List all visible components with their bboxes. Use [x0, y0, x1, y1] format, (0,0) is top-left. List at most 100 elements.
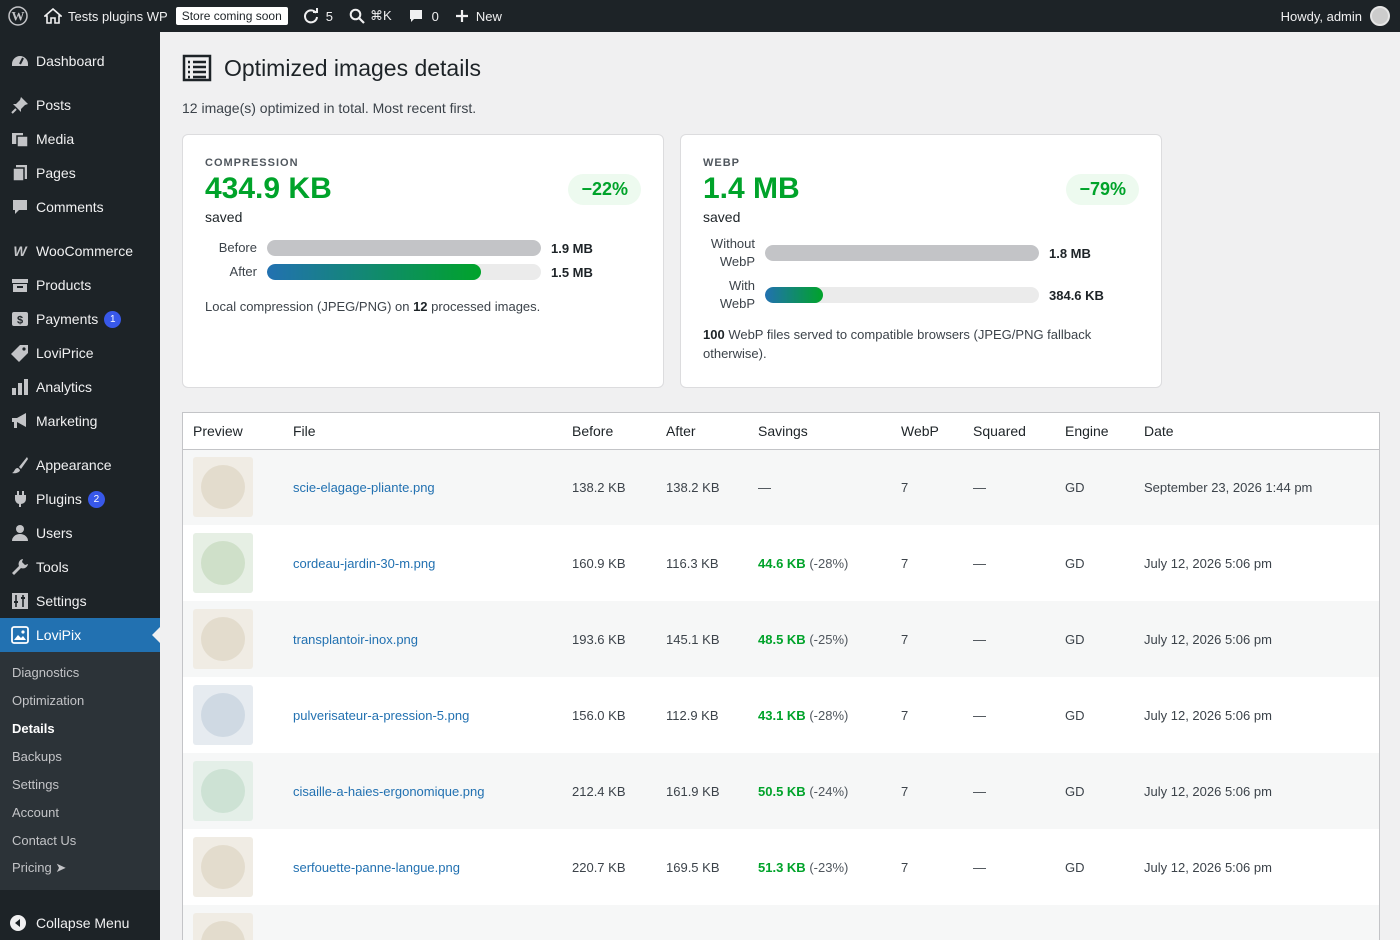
- image-thumbnail[interactable]: [193, 533, 253, 593]
- menu-woocommerce[interactable]: W WooCommerce: [0, 234, 160, 268]
- my-account-link[interactable]: Howdy, admin: [1273, 0, 1400, 32]
- col-preview[interactable]: Preview: [183, 413, 283, 450]
- image-thumbnail[interactable]: [193, 761, 253, 821]
- menu-settings[interactable]: Settings: [0, 584, 160, 618]
- command-search-link[interactable]: ⌘K: [341, 0, 400, 32]
- site-name-link[interactable]: Tests plugins WP: [36, 0, 176, 32]
- menu-label: Settings: [36, 593, 87, 609]
- image-thumbnail[interactable]: [193, 913, 253, 940]
- submenu-diagnostics[interactable]: Diagnostics: [12, 664, 80, 680]
- col-savings[interactable]: Savings: [748, 413, 891, 450]
- wordpress-logo-icon[interactable]: W: [0, 0, 36, 32]
- menu-media[interactable]: Media: [0, 122, 160, 156]
- pages-icon: [10, 163, 30, 183]
- table-row[interactable]: serfouette-panne-langue.png 220.7 KB 169.5…: [183, 829, 1379, 905]
- squared-cell: —: [973, 707, 986, 723]
- preview-cell: [183, 905, 283, 940]
- bar-chart-icon: [10, 377, 30, 397]
- webp-cell: 7: [901, 555, 909, 571]
- table-row[interactable]: transplantoir-inox.png 193.6 KB 145.1 KB 48…: [183, 601, 1379, 677]
- before-cell: 220.7 KB: [572, 859, 626, 875]
- webp-cell: 7: [891, 449, 963, 525]
- webp-cell: 7: [901, 707, 909, 723]
- menu-label: Media: [36, 131, 75, 147]
- webp-cell: [891, 905, 963, 940]
- table-row[interactable]: [183, 905, 1379, 940]
- menu-label: Tools: [36, 559, 69, 575]
- file-link[interactable]: scie-elagage-pliante.png: [293, 479, 435, 495]
- menu-users[interactable]: Users: [0, 516, 160, 550]
- menu-comments[interactable]: Comments: [0, 190, 160, 224]
- image-thumbnail[interactable]: [193, 609, 253, 669]
- table-row[interactable]: cisaille-a-haies-ergonomique.png 212.4 KB…: [183, 753, 1379, 829]
- menu-label: Analytics: [36, 379, 93, 395]
- menu-loviprice[interactable]: LoviPrice: [0, 336, 160, 370]
- table-row[interactable]: cordeau-jardin-30-m.png 160.9 KB 116.3 KB 4…: [183, 525, 1379, 601]
- file-link[interactable]: pulverisateur-a-pression-5.png: [293, 707, 470, 723]
- file-link[interactable]: transplantoir-inox.png: [293, 631, 419, 647]
- preview-cell: [183, 829, 283, 905]
- col-date[interactable]: Date: [1134, 413, 1379, 450]
- webp-card: WEBP 1.4 MB saved −79% Without WebP 1.8 M…: [680, 134, 1162, 388]
- image-thumbnail[interactable]: [193, 837, 253, 897]
- squared-cell: —: [973, 555, 986, 571]
- col-webp[interactable]: WebP: [891, 413, 963, 450]
- engine-cell: GD: [1055, 449, 1134, 525]
- col-after[interactable]: After: [656, 413, 748, 450]
- menu-label: Marketing: [36, 413, 98, 429]
- submenu-backups[interactable]: Backups: [12, 748, 62, 764]
- squared-cell: —: [963, 449, 1055, 525]
- updates-link[interactable]: 5: [294, 0, 341, 32]
- file-link[interactable]: cisaille-a-haies-ergonomique.png: [293, 783, 485, 799]
- submenu-details[interactable]: Details: [12, 720, 55, 736]
- menu-lovipix[interactable]: LoviPix: [0, 618, 160, 652]
- menu-marketing[interactable]: Marketing: [0, 404, 160, 438]
- admin-sidebar: Dashboard Posts Media Pages Comments W W…: [0, 32, 160, 940]
- comments-count: 0: [431, 8, 439, 24]
- store-coming-soon-badge[interactable]: Store coming soon: [175, 7, 288, 25]
- submenu-account[interactable]: Account: [12, 804, 59, 820]
- label-line: WebP: [719, 254, 755, 269]
- menu-products[interactable]: Products: [0, 268, 160, 302]
- file-cell: cisaille-a-haies-ergonomique.png: [283, 753, 562, 829]
- collapse-label: Collapse Menu: [36, 915, 130, 931]
- menu-payments[interactable]: $ Payments 1: [0, 302, 160, 336]
- new-label: New: [475, 8, 502, 24]
- new-content-link[interactable]: New: [447, 0, 510, 32]
- with-webp-value: 384.6 KB: [1049, 287, 1104, 303]
- comments-link[interactable]: 0: [400, 0, 447, 32]
- savings-cell: 51.3 KB (-23%): [748, 829, 891, 905]
- menu-pages[interactable]: Pages: [0, 156, 160, 190]
- menu-posts[interactable]: Posts: [0, 88, 160, 122]
- savings-cell: 44.6 KB (-28%): [748, 525, 891, 601]
- submenu-pricing[interactable]: Pricing ➤: [12, 860, 67, 875]
- after-cell: 145.1 KB: [656, 601, 748, 677]
- thumbnail-product-image: [201, 845, 245, 889]
- before-cell: 138.2 KB: [562, 449, 656, 525]
- menu-label: Pages: [36, 165, 76, 181]
- col-before[interactable]: Before: [562, 413, 656, 450]
- col-file[interactable]: File: [283, 413, 562, 450]
- submenu-contact-us[interactable]: Contact Us: [12, 832, 77, 848]
- compression-saved-value: 434.9 KB: [205, 172, 332, 205]
- webp-cell: 7: [891, 601, 963, 677]
- submenu-settings[interactable]: Settings: [12, 776, 59, 792]
- menu-dashboard[interactable]: Dashboard: [0, 44, 160, 78]
- image-thumbnail[interactable]: [193, 457, 253, 518]
- menu-analytics[interactable]: Analytics: [0, 370, 160, 404]
- file-link[interactable]: serfouette-panne-langue.png: [293, 859, 460, 875]
- table-row[interactable]: scie-elagage-pliante.png 138.2 KB 138.2 KB…: [183, 449, 1379, 525]
- menu-tools[interactable]: Tools: [0, 550, 160, 584]
- list-view-icon: [182, 53, 212, 83]
- col-squared[interactable]: Squared: [963, 413, 1055, 450]
- menu-plugins[interactable]: Plugins 2: [0, 482, 160, 516]
- file-link[interactable]: cordeau-jardin-30-m.png: [293, 555, 436, 571]
- squared-cell: [963, 905, 1055, 940]
- image-thumbnail[interactable]: [193, 685, 253, 745]
- thumbnail-product-image: [201, 693, 245, 737]
- menu-appearance[interactable]: Appearance: [0, 448, 160, 482]
- table-row[interactable]: pulverisateur-a-pression-5.png 156.0 KB 11…: [183, 677, 1379, 753]
- submenu-optimization[interactable]: Optimization: [12, 692, 85, 708]
- collapse-menu-button[interactable]: Collapse Menu: [0, 906, 160, 940]
- col-engine[interactable]: Engine: [1055, 413, 1134, 450]
